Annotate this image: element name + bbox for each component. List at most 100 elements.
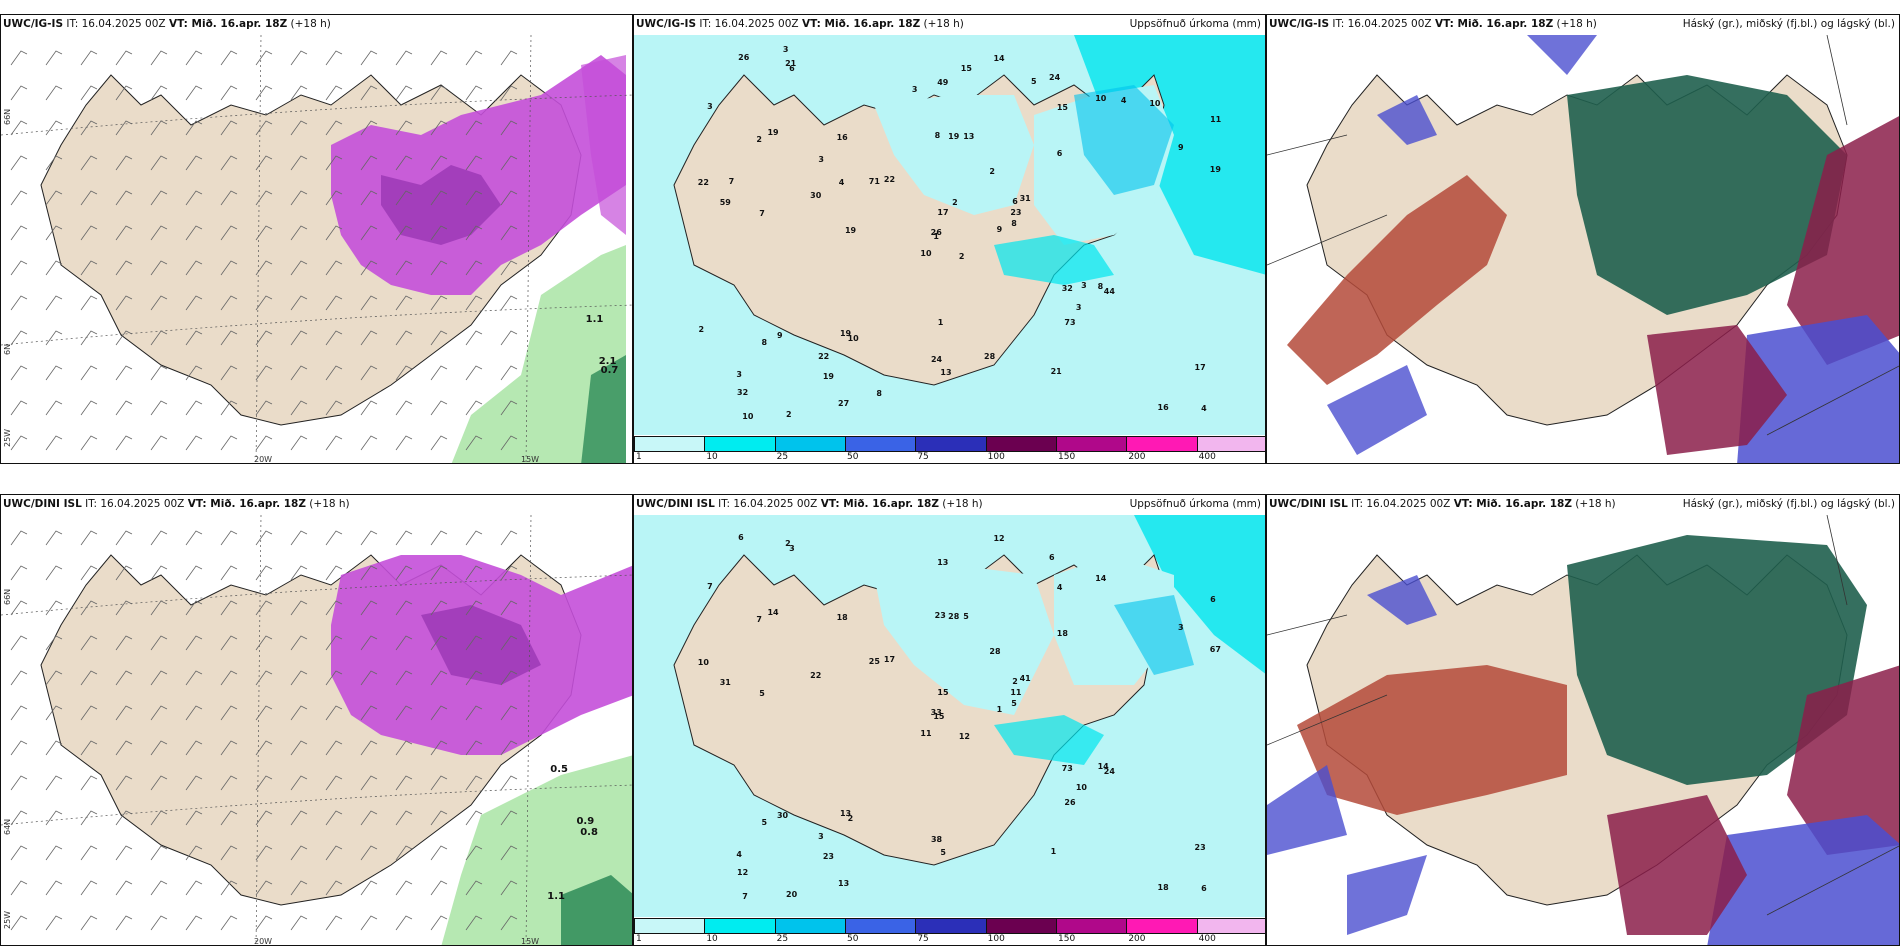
- colorbar-tick-label: 400: [1198, 934, 1216, 944]
- panel-title: Uppsöfnuð úrkoma (mm): [1129, 498, 1261, 510]
- colorbar-swatch: [1196, 918, 1265, 934]
- precip-value: 3: [818, 154, 824, 164]
- wind-precip-map: [1, 35, 632, 463]
- precip-value-labels: 0.7 1.1 2.1: [1, 15, 632, 463]
- precip-value: 6: [1012, 197, 1018, 206]
- precip-value: 32: [1061, 284, 1073, 294]
- precip-value: 14: [993, 53, 1005, 63]
- precip-value: 11: [1010, 688, 1022, 698]
- precip-value: 2: [786, 409, 792, 419]
- precip-value: 1: [937, 318, 944, 328]
- panel-header: UWC/DINI ISL IT: 16.04.2025 00Z VT: Mið.…: [636, 498, 983, 510]
- precip-value: 12: [737, 867, 749, 877]
- precip-value: 33: [930, 708, 942, 718]
- precip-value: 3: [1177, 622, 1184, 632]
- precip-value: 22: [818, 352, 830, 362]
- precip-value: 23: [934, 611, 946, 621]
- precip-value: 2: [989, 167, 995, 177]
- precip-value: 2: [756, 135, 762, 145]
- precip-value: 28: [948, 612, 960, 622]
- precip-value: 19: [1209, 165, 1221, 175]
- precip-value: 28: [989, 647, 1001, 657]
- map-panel-dini-isl-precip-wind: UWC/DINI ISL IT: 16.04.2025 00Z VT: Mið.…: [0, 494, 633, 946]
- precip-value: 32: [737, 387, 749, 397]
- colorbar-tick-label: 400: [1198, 452, 1216, 462]
- precip-value: 22: [697, 178, 709, 188]
- precip-value: 28: [984, 352, 996, 362]
- precip-value: 4: [1201, 403, 1207, 413]
- precip-value: 8: [934, 131, 941, 141]
- precip-value: 6: [789, 63, 795, 73]
- precip-value: 6: [738, 532, 744, 542]
- precip-value: 0.5: [550, 763, 568, 775]
- precip-value: 11: [1210, 114, 1222, 124]
- precip-value: 41: [1019, 673, 1031, 683]
- precip-value: 26: [930, 228, 942, 238]
- precip-value: 1.1: [585, 314, 604, 326]
- precip-value: 3: [818, 832, 824, 842]
- cloud-cover-map: [1267, 515, 1899, 945]
- precip-value: 31: [719, 677, 731, 687]
- precip-value: 13: [963, 131, 975, 141]
- precip-value: 18: [1157, 883, 1169, 893]
- accum-precip-map: [634, 35, 1265, 437]
- precip-value: 12: [958, 732, 970, 742]
- precip-value-labels: 2 2 1 3 6 10 24 13 15 9 6 4 7 11 10 6 2 8 2 9 22 32 19 19 31 44 19…: [634, 15, 1265, 463]
- panel-title: Háský (gr.), miðský (fj.bl.) og lágský (…: [1682, 18, 1895, 30]
- accum-precip-map: [634, 515, 1265, 919]
- colorbar-tick-label: 1: [636, 452, 642, 462]
- precip-value: 13: [838, 878, 850, 888]
- lon-label-20w: 20W: [254, 937, 273, 946]
- precip-value: 1: [996, 705, 1003, 715]
- precip-value: 6: [1049, 553, 1055, 563]
- wind-precip-map: [1, 515, 632, 945]
- precip-value: 14: [767, 607, 779, 617]
- precip-value: 18: [1056, 628, 1068, 638]
- precip-value: 0.9: [576, 816, 595, 828]
- precip-value: 13: [839, 808, 852, 818]
- colorbar-tick-label: 200: [1128, 452, 1146, 462]
- precip-value: 3: [736, 370, 742, 380]
- precip-value: 24: [1049, 73, 1061, 83]
- precip-value: 19: [822, 372, 834, 382]
- precip-value: 1: [1050, 846, 1057, 856]
- colorbar-tick-label: 75: [917, 934, 929, 944]
- precip-value: 21: [785, 58, 797, 68]
- precip-value: 4: [838, 177, 845, 187]
- precip-value: 73: [1061, 764, 1073, 774]
- colorbar: 1 10 25 50 75 100 150 200 400: [634, 435, 1265, 463]
- precip-value: 19: [948, 132, 960, 142]
- precip-value: 23: [822, 852, 834, 862]
- map-panel-dini-isl-clouds: UWC/DINI ISL IT: 16.04.2025 00Z VT: Mið.…: [1266, 494, 1900, 946]
- precip-value: 3: [1075, 303, 1082, 313]
- precip-value: 7: [742, 891, 748, 901]
- panel-header: UWC/IG-IS IT: 16.04.2025 00Z VT: Mið. 16…: [636, 18, 964, 30]
- precip-value: 3: [911, 85, 918, 95]
- colorbar-tick-label: 150: [1058, 452, 1076, 462]
- panel-header: UWC/IG-IS IT: 16.04.2025 00Z VT: Mið. 16…: [1269, 18, 1597, 30]
- precip-value: 8: [1011, 218, 1017, 228]
- precip-value: 2: [698, 324, 705, 334]
- precip-value: 2: [785, 538, 791, 548]
- precip-value: 2: [952, 198, 958, 208]
- precip-value: 15: [937, 687, 949, 697]
- colorbar-tick-label: 25: [776, 934, 789, 944]
- precip-value: 8: [761, 338, 768, 348]
- precip-value: 6: [1201, 883, 1207, 893]
- precip-value: 38: [930, 835, 943, 845]
- colorbar-tick-label: 75: [917, 452, 929, 462]
- precip-value: 10: [697, 658, 709, 668]
- precip-value: 26: [738, 52, 750, 62]
- precip-value: 71: [868, 177, 880, 187]
- precip-value: 2.1: [598, 356, 617, 368]
- precip-value: 6: [1210, 594, 1216, 604]
- map-panel-ig-is-clouds: UWC/IG-IS IT: 16.04.2025 00Z VT: Mið. 16…: [1266, 14, 1900, 464]
- precip-value: 17: [883, 654, 896, 664]
- precip-value: 13: [940, 367, 952, 377]
- precip-value: 5: [761, 818, 768, 828]
- precip-value: 10: [742, 411, 754, 421]
- panel-header: UWC/IG-IS IT: 16.04.2025 00Z VT: Mið. 16…: [3, 18, 331, 30]
- precip-value: 9: [776, 330, 783, 340]
- precip-value: 15: [1056, 103, 1068, 113]
- precip-value: 3: [789, 543, 795, 553]
